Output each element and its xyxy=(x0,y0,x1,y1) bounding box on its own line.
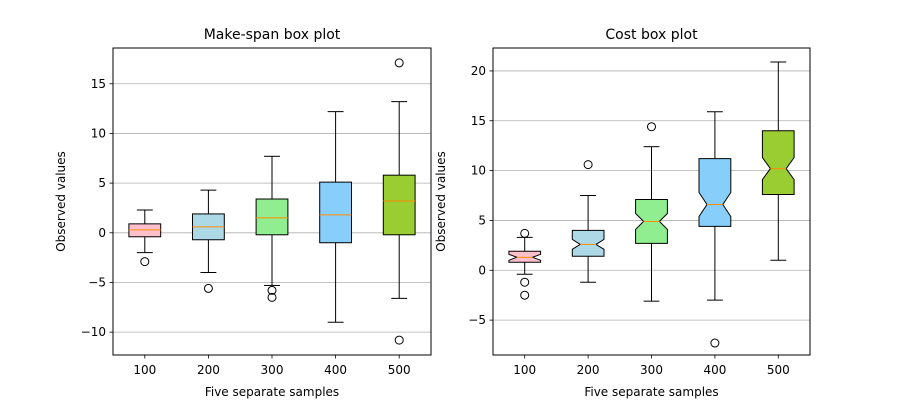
box-body xyxy=(761,130,795,195)
box-300 xyxy=(255,155,289,302)
x-tick-label: 400 xyxy=(703,363,726,377)
y-axis-label: Observed values xyxy=(434,151,448,252)
box-100 xyxy=(508,228,542,300)
outlier-point xyxy=(267,292,277,302)
outlier-point xyxy=(520,290,530,300)
y-tick-label: −10 xyxy=(81,325,106,339)
box-500 xyxy=(382,58,416,345)
x-tick-label: 400 xyxy=(324,363,347,377)
outlier-point xyxy=(520,277,530,287)
outlier-point xyxy=(520,228,530,238)
y-tick-label: 0 xyxy=(98,226,106,240)
y-tick-label: 10 xyxy=(91,126,106,140)
y-tick-label: −5 xyxy=(468,313,486,327)
y-tick-label: 15 xyxy=(91,77,106,91)
box-body xyxy=(698,158,732,227)
box-body xyxy=(255,198,289,236)
outlier-point xyxy=(583,160,593,170)
x-tick-label: 500 xyxy=(767,363,790,377)
chart-title: Make-span box plot xyxy=(204,27,341,43)
y-tick-label: 10 xyxy=(471,164,486,178)
box-400 xyxy=(698,111,732,348)
x-axis-label: Five separate samples xyxy=(205,385,339,399)
y-tick-label: 5 xyxy=(98,176,106,190)
x-tick-label: 300 xyxy=(640,363,663,377)
y-axis-label: Observed values xyxy=(54,151,68,252)
outlier-point xyxy=(710,338,720,348)
y-tick-label: 15 xyxy=(471,114,486,128)
y-tick-label: 5 xyxy=(478,213,486,227)
y-tick-label: 20 xyxy=(471,64,486,78)
x-tick-label: 100 xyxy=(513,363,536,377)
outlier-point xyxy=(203,283,213,293)
box-200 xyxy=(192,189,225,293)
outlier-point xyxy=(647,122,656,132)
box-body xyxy=(319,181,353,244)
box-body xyxy=(382,174,416,236)
x-tick-label: 100 xyxy=(133,363,156,377)
outlier-point xyxy=(394,58,404,68)
make-span-box-plot: −10 −5 0 5 10 15 100 200 300 400 500 Make-span box … xyxy=(54,27,432,399)
box-300 xyxy=(635,122,668,302)
outlier-point xyxy=(267,285,277,295)
box-body xyxy=(508,250,542,263)
outlier-point xyxy=(394,335,404,345)
y-tick-label: 0 xyxy=(478,263,486,277)
x-tick-label: 200 xyxy=(577,363,600,377)
chart-title: Cost box plot xyxy=(605,27,698,43)
outlier-point xyxy=(140,257,150,267)
x-tick-label: 500 xyxy=(388,363,411,377)
box-500 xyxy=(761,61,795,261)
cost-box-plot: −5 0 5 10 15 20 100 200 300 400 500 Cost box plot Fi… xyxy=(434,27,811,399)
x-tick-label: 300 xyxy=(261,363,284,377)
box-100 xyxy=(128,209,162,267)
x-tick-label: 200 xyxy=(197,363,220,377)
y-tick-label: −5 xyxy=(88,275,106,289)
x-axis-label: Five separate samples xyxy=(584,385,718,399)
box-400 xyxy=(319,111,353,323)
box-body xyxy=(571,229,605,257)
box-200 xyxy=(571,160,605,283)
